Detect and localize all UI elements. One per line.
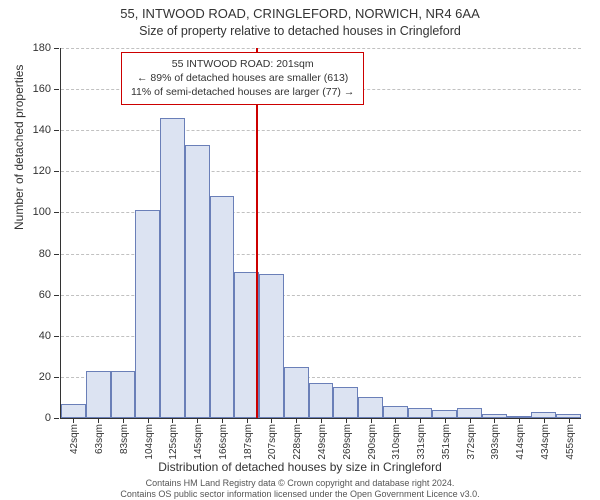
x-tick xyxy=(569,418,570,423)
y-tick xyxy=(54,171,59,172)
callout-line-1: 55 INTWOOD ROAD: 201sqm xyxy=(131,57,354,71)
y-axis-title: Number of detached properties xyxy=(12,65,26,230)
x-tick xyxy=(296,418,297,423)
histogram-bar xyxy=(333,387,358,418)
x-tick-label: 249sqm xyxy=(317,424,328,460)
x-tick-label: 145sqm xyxy=(193,424,204,460)
y-tick xyxy=(54,89,59,90)
x-tick xyxy=(395,418,396,423)
y-tick-label: 60 xyxy=(39,289,51,301)
footer-attribution: Contains HM Land Registry data © Crown c… xyxy=(0,478,600,500)
x-tick xyxy=(98,418,99,423)
y-tick-label: 140 xyxy=(33,124,51,136)
x-tick-label: 351sqm xyxy=(441,424,452,460)
x-tick-label: 63sqm xyxy=(94,424,105,454)
x-tick xyxy=(494,418,495,423)
x-tick xyxy=(519,418,520,423)
x-tick-label: 434sqm xyxy=(540,424,551,460)
chart-title-main: 55, INTWOOD ROAD, CRINGLEFORD, NORWICH, … xyxy=(0,6,600,21)
histogram-bar xyxy=(408,408,433,418)
x-tick-label: 455sqm xyxy=(565,424,576,460)
histogram-bar xyxy=(111,371,136,418)
y-tick-label: 40 xyxy=(39,330,51,342)
x-tick-label: 166sqm xyxy=(218,424,229,460)
x-tick xyxy=(420,418,421,423)
histogram-bar xyxy=(358,397,383,418)
x-tick xyxy=(321,418,322,423)
footer-line-1: Contains HM Land Registry data © Crown c… xyxy=(0,478,600,489)
callout-line-2: ← 89% of detached houses are smaller (61… xyxy=(131,71,354,85)
x-tick-label: 393sqm xyxy=(490,424,501,460)
y-tick-label: 20 xyxy=(39,371,51,383)
histogram-bar xyxy=(432,410,457,418)
y-tick xyxy=(54,295,59,296)
y-tick xyxy=(54,336,59,337)
x-tick xyxy=(247,418,248,423)
y-tick xyxy=(54,254,59,255)
x-tick-label: 228sqm xyxy=(292,424,303,460)
callout-line-3: 11% of semi-detached houses are larger (… xyxy=(131,85,354,99)
y-tick-label: 180 xyxy=(33,42,51,54)
chart-title-sub: Size of property relative to detached ho… xyxy=(0,24,600,38)
x-tick xyxy=(470,418,471,423)
x-tick xyxy=(544,418,545,423)
x-tick-label: 414sqm xyxy=(515,424,526,460)
histogram-bar xyxy=(309,383,334,418)
grid-line xyxy=(61,171,581,172)
x-tick-label: 104sqm xyxy=(144,424,155,460)
x-tick xyxy=(148,418,149,423)
y-tick-label: 80 xyxy=(39,248,51,260)
histogram-bar xyxy=(234,272,259,418)
x-tick-label: 187sqm xyxy=(243,424,254,460)
grid-line xyxy=(61,130,581,131)
x-axis-title: Distribution of detached houses by size … xyxy=(0,460,600,474)
x-tick-label: 310sqm xyxy=(391,424,402,460)
histogram-bar xyxy=(383,406,408,418)
x-tick-label: 207sqm xyxy=(267,424,278,460)
histogram-bar xyxy=(284,367,309,418)
histogram-bar xyxy=(86,371,111,418)
y-tick xyxy=(54,418,59,419)
x-tick-label: 372sqm xyxy=(466,424,477,460)
x-tick-label: 331sqm xyxy=(416,424,427,460)
x-tick-label: 290sqm xyxy=(367,424,378,460)
y-tick xyxy=(54,48,59,49)
footer-line-2: Contains OS public sector information li… xyxy=(0,489,600,500)
x-tick xyxy=(73,418,74,423)
x-tick xyxy=(271,418,272,423)
x-tick-label: 83sqm xyxy=(119,424,130,454)
x-tick xyxy=(197,418,198,423)
x-tick xyxy=(222,418,223,423)
plot-area: 02040608010012014016018042sqm63sqm83sqm1… xyxy=(60,48,581,419)
x-tick-label: 269sqm xyxy=(342,424,353,460)
y-tick-label: 0 xyxy=(45,412,51,424)
y-tick-label: 120 xyxy=(33,165,51,177)
x-tick xyxy=(172,418,173,423)
y-tick-label: 100 xyxy=(33,206,51,218)
y-tick-label: 160 xyxy=(33,83,51,95)
histogram-bar xyxy=(185,145,210,418)
y-tick xyxy=(54,212,59,213)
x-tick xyxy=(371,418,372,423)
y-tick xyxy=(54,377,59,378)
histogram-bar xyxy=(135,210,160,418)
histogram-bar xyxy=(259,274,284,418)
x-tick xyxy=(123,418,124,423)
x-tick-label: 125sqm xyxy=(168,424,179,460)
x-tick xyxy=(445,418,446,423)
y-tick xyxy=(54,130,59,131)
histogram-bar xyxy=(61,404,86,418)
grid-line xyxy=(61,48,581,49)
histogram-bar xyxy=(457,408,482,418)
chart-container: 55, INTWOOD ROAD, CRINGLEFORD, NORWICH, … xyxy=(0,0,600,500)
callout-box: 55 INTWOOD ROAD: 201sqm ← 89% of detache… xyxy=(121,52,364,105)
x-tick-label: 42sqm xyxy=(69,424,80,454)
x-tick xyxy=(346,418,347,423)
histogram-bar xyxy=(160,118,185,418)
histogram-bar xyxy=(210,196,235,418)
